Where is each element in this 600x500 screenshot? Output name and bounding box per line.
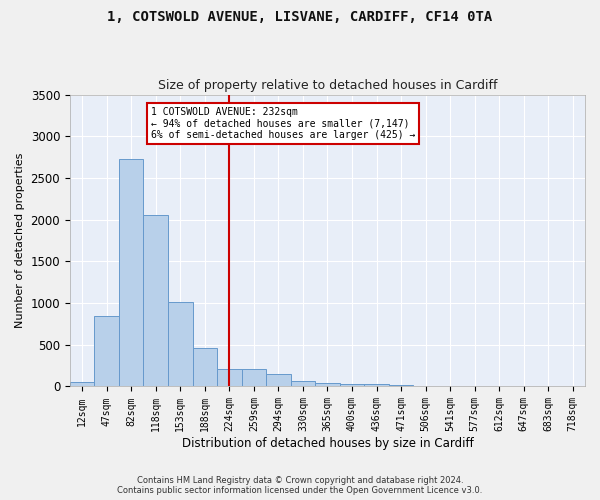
Bar: [315, 383, 340, 386]
X-axis label: Distribution of detached houses by size in Cardiff: Distribution of detached houses by size …: [182, 437, 473, 450]
Bar: [217, 368, 242, 386]
Bar: [193, 348, 217, 387]
Text: 1, COTSWOLD AVENUE, LISVANE, CARDIFF, CF14 0TA: 1, COTSWOLD AVENUE, LISVANE, CARDIFF, CF…: [107, 10, 493, 24]
Y-axis label: Number of detached properties: Number of detached properties: [15, 153, 25, 328]
Bar: [70, 382, 94, 386]
Text: 1 COTSWOLD AVENUE: 232sqm
← 94% of detached houses are smaller (7,147)
6% of sem: 1 COTSWOLD AVENUE: 232sqm ← 94% of detac…: [151, 107, 415, 140]
Bar: [364, 384, 389, 386]
Bar: [290, 382, 315, 386]
Bar: [143, 214, 168, 386]
Bar: [389, 385, 413, 386]
Bar: [340, 384, 364, 386]
Bar: [119, 159, 143, 386]
Bar: [242, 368, 266, 386]
Text: Contains HM Land Registry data © Crown copyright and database right 2024.
Contai: Contains HM Land Registry data © Crown c…: [118, 476, 482, 495]
Bar: [266, 374, 290, 386]
Title: Size of property relative to detached houses in Cardiff: Size of property relative to detached ho…: [158, 79, 497, 92]
Bar: [168, 302, 193, 386]
Bar: [94, 316, 119, 386]
